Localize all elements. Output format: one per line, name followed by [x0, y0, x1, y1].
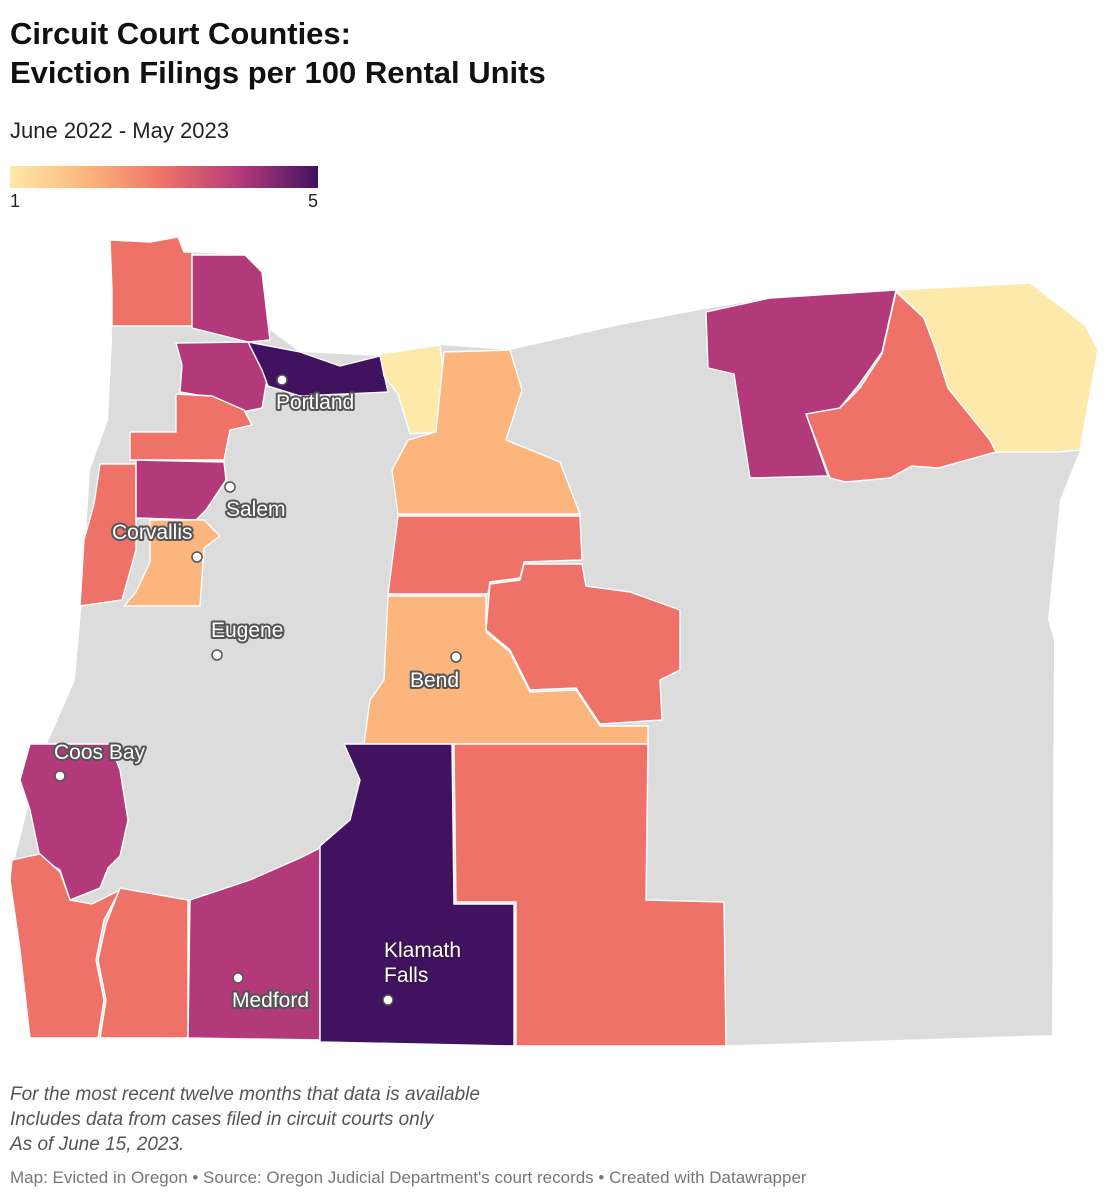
city-medford: Medford [230, 972, 311, 1014]
legend-max-label: 5 [307, 191, 318, 211]
county-hood-river [379, 344, 445, 435]
city-label-line-2: Falls [384, 964, 428, 987]
city-label: Eugene [211, 619, 283, 642]
city-eugene: Eugene [209, 617, 285, 661]
city-label: Coos Bay [54, 741, 146, 764]
city-label-line-1: Klamath [384, 939, 461, 962]
city-bend: Bend [408, 651, 462, 694]
legend-min-label: 1 [10, 191, 21, 211]
city-label: Medford [232, 989, 309, 1012]
city-klamath-falls: Klamath Falls [382, 937, 463, 1006]
footnote-line: As of June 15, 2023. [10, 1134, 185, 1155]
city-label: Salem [226, 498, 286, 521]
city-corvallis: Corvallis [110, 519, 203, 563]
county-yamhill [129, 393, 253, 461]
county-curry [9, 853, 121, 1039]
county-lake [453, 743, 727, 1047]
title-line-1: Circuit Court Counties: [10, 16, 351, 51]
oregon-county-map: Portland Salem Corvallis Eugene Bend Coo… [0, 228, 1106, 1058]
city-coos-bay: Coos Bay [52, 739, 148, 782]
legend-gradient-bar [10, 166, 318, 188]
county-crook [485, 563, 681, 725]
map-subtitle: June 2022 - May 2023 [10, 118, 229, 143]
county-clatsop [109, 236, 193, 327]
county-deschutes [363, 595, 649, 745]
city-salem: Salem [224, 481, 288, 523]
city-portland: Portland [274, 374, 356, 416]
county-polk [135, 459, 227, 521]
source-credit: Map: Evicted in Oregon • Source: Oregon … [10, 1168, 807, 1187]
county-wallowa [895, 282, 1099, 453]
county-josephine [97, 887, 189, 1039]
title-line-2: Eviction Filings per 100 Rental Units [10, 55, 546, 90]
city-label: Corvallis [112, 521, 193, 544]
city-label: Portland [276, 391, 354, 414]
county-benton [123, 519, 221, 607]
footnote-line: For the most recent twelve months that d… [10, 1084, 480, 1105]
map-title: Circuit Court Counties: Eviction Filings… [10, 14, 546, 92]
footnote-line: Includes data from cases filed in circui… [10, 1109, 434, 1130]
footnotes: For the most recent twelve months that d… [10, 1082, 480, 1157]
county-klamath [319, 743, 515, 1047]
county-columbia [191, 254, 271, 343]
city-label: Bend [410, 669, 459, 692]
county-wasco [391, 349, 581, 515]
color-legend: 1 5 [10, 166, 318, 211]
